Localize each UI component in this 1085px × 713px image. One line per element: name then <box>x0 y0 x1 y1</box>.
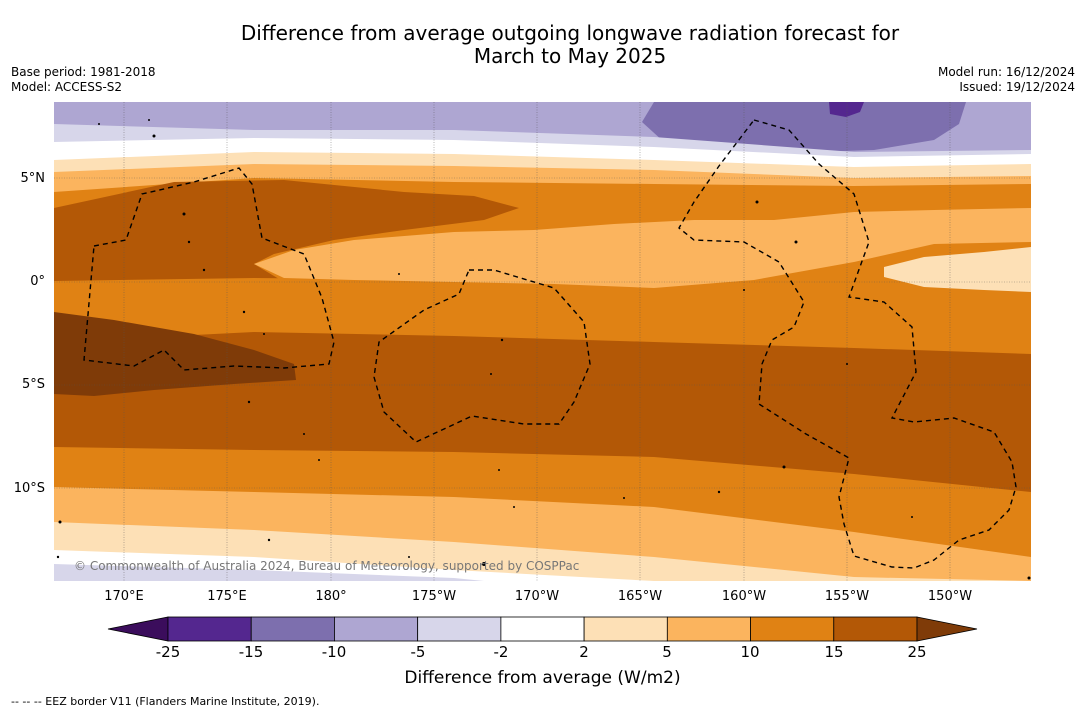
lat-label-5n: 5°N <box>20 171 46 186</box>
colorbar-segment <box>750 616 835 642</box>
lon-label-150w: 150°W <box>927 589 973 604</box>
gridlines <box>54 102 1031 581</box>
colorbar-segment <box>833 616 918 642</box>
meta-left: Base period: 1981-2018 Model: ACCESS-S2 <box>11 65 156 95</box>
colorbar-tick: -5 <box>410 643 426 661</box>
eez-legend-text: -- -- -- EEZ border V11 (Flanders Marine… <box>11 695 320 708</box>
lat-label-5s: 5°S <box>21 377 45 392</box>
copyright-text: © Commonwealth of Australia 2024, Bureau… <box>74 559 579 573</box>
band-pale-orange-mid <box>884 247 1031 292</box>
colorbar-segment <box>500 616 585 642</box>
colorbar <box>107 616 978 642</box>
colorbar-tick: -2 <box>493 643 509 661</box>
colorbar-tick: 10 <box>740 643 760 661</box>
lon-label-175w: 175°W <box>411 589 457 604</box>
band-darkest-brown <box>54 312 296 396</box>
model-name: Model: ACCESS-S2 <box>11 80 123 94</box>
base-period: Base period: 1981-2018 <box>11 65 156 79</box>
band-lavender-south <box>54 564 484 581</box>
lon-label-170w: 170°W <box>514 589 560 604</box>
model-run: Model run: 16/12/2024 <box>937 65 1075 79</box>
lat-label-10s: 10°S <box>13 481 45 496</box>
colorbar-label: Difference from average (W/m2) <box>404 668 681 688</box>
title-line-2: March to May 2025 <box>473 44 667 68</box>
colorbar-tick: -15 <box>238 643 264 661</box>
lon-label-175e: 175°E <box>207 589 247 604</box>
title-line-1: Difference from average outgoing longwav… <box>240 21 900 45</box>
band-purple-darkest-patch <box>829 102 864 117</box>
lat-label-0: 0° <box>30 274 45 289</box>
colorbar-tick: 2 <box>579 643 589 661</box>
lon-label-170e: 170°E <box>104 589 144 604</box>
lon-label-160w: 160°W <box>721 589 767 604</box>
lon-label-165w: 165°W <box>617 589 663 604</box>
colorbar-tick: -25 <box>155 643 181 661</box>
colorbar-segment <box>250 616 335 642</box>
colorbar-extend-low <box>107 616 169 642</box>
band-purple-dark-patch <box>642 102 966 154</box>
eez-borders <box>83 119 1017 569</box>
colorbar-tick: 5 <box>662 643 672 661</box>
colorbar-tick: -10 <box>321 643 347 661</box>
meta-right: Model run: 16/12/2024 Issued: 19/12/2024 <box>938 65 1075 95</box>
colorbar-tick: 15 <box>824 643 844 661</box>
colorbar-segment <box>583 616 668 642</box>
anomaly-map: © Commonwealth of Australia 2024, Bureau… <box>54 102 1031 581</box>
colorbar-segments <box>107 616 978 642</box>
lon-label-180: 180° <box>315 589 347 604</box>
chart-title: Difference from average outgoing longwav… <box>0 22 1085 68</box>
colorbar-extend-high <box>916 616 978 642</box>
issued-date: Issued: 19/12/2024 <box>959 80 1075 94</box>
colorbar-segment <box>417 616 502 642</box>
band-light-orange-mid <box>254 208 1031 288</box>
lon-label-155w: 155°W <box>824 589 870 604</box>
colorbar-segment <box>334 616 419 642</box>
colorbar-segment <box>167 616 252 642</box>
islands <box>56 119 1031 580</box>
colorbar-segment <box>666 616 751 642</box>
colorbar-tick: 25 <box>907 643 927 661</box>
